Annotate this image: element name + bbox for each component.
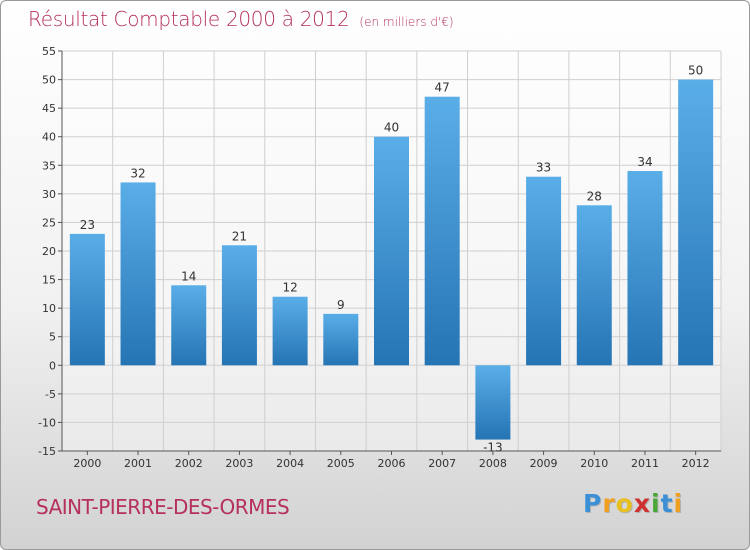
value-label-2002: 14 <box>181 269 196 283</box>
value-label-2007: 47 <box>435 81 450 95</box>
y-tick-label: -5 <box>45 388 56 401</box>
x-tick-label-2006: 2006 <box>378 457 406 470</box>
x-tick-label-2007: 2007 <box>428 457 456 470</box>
x-tick-label-2010: 2010 <box>580 457 608 470</box>
x-tick-label-2003: 2003 <box>225 457 253 470</box>
bar-2005 <box>323 313 359 366</box>
bar-2010 <box>576 205 612 366</box>
bar-2006 <box>374 136 409 366</box>
bar-2011 <box>627 171 663 366</box>
y-tick-label: 0 <box>49 359 56 372</box>
y-tick-label: 15 <box>42 274 56 287</box>
bar-2003 <box>221 245 257 366</box>
value-label-2004: 12 <box>282 281 297 295</box>
proxiti-logo: Proxiti <box>583 489 683 518</box>
logo-letter: P <box>583 489 603 518</box>
chart-title: Résultat Comptable 2000 à 2012 (en millie… <box>28 7 454 31</box>
bar-2008 <box>475 365 511 440</box>
x-tick-label-2005: 2005 <box>327 457 355 470</box>
y-tick-label: -15 <box>38 445 56 458</box>
bar-2012 <box>678 79 714 366</box>
logo-letter: r <box>602 489 616 518</box>
value-label-2012: 50 <box>688 64 703 78</box>
logo-letter: i <box>673 489 684 518</box>
y-tick-label: 40 <box>42 131 56 144</box>
value-label-2000: 23 <box>80 218 95 232</box>
value-label-2009: 33 <box>536 161 551 175</box>
x-tick-label-2011: 2011 <box>631 457 659 470</box>
y-tick-label: 45 <box>42 102 56 115</box>
y-tick-label: 5 <box>49 331 56 344</box>
bar-2001 <box>120 182 156 366</box>
y-tick-label: 55 <box>42 45 56 58</box>
y-tick-label: 35 <box>42 159 56 172</box>
y-tick-label: 25 <box>42 216 56 229</box>
y-tick-label: -10 <box>38 416 56 429</box>
x-tick-label-2002: 2002 <box>175 457 203 470</box>
logo-letter: i <box>651 489 661 518</box>
value-label-2010: 28 <box>587 189 602 203</box>
value-label-2001: 32 <box>130 166 145 180</box>
y-tick-label: 10 <box>42 302 56 315</box>
bar-2000 <box>69 233 105 366</box>
value-label-2008: -13 <box>483 441 503 455</box>
logo-letter: o <box>615 489 634 518</box>
y-tick-label: 30 <box>42 188 56 201</box>
bar-2009 <box>526 176 562 366</box>
commune-name: SAINT-PIERRE-DES-ORMES <box>36 495 290 519</box>
chart-subtitle: (en milliers d'€) <box>359 15 454 29</box>
value-label-2003: 21 <box>232 229 247 243</box>
bar-2002 <box>171 285 207 366</box>
chart-title-main: Résultat Comptable 2000 à 2012 <box>28 7 350 31</box>
x-tick-label-2009: 2009 <box>530 457 558 470</box>
bar-2007 <box>424 96 460 366</box>
x-tick-label-2001: 2001 <box>124 457 152 470</box>
value-label-2005: 9 <box>337 298 345 312</box>
y-tick-label: 50 <box>42 74 56 87</box>
value-label-2011: 34 <box>637 155 652 169</box>
logo-letter: t <box>660 489 674 518</box>
x-tick-label-2004: 2004 <box>276 457 304 470</box>
value-label-2006: 40 <box>384 121 399 135</box>
y-tick-label: 20 <box>42 245 56 258</box>
x-tick-label-2000: 2000 <box>73 457 101 470</box>
x-tick-label-2008: 2008 <box>479 457 507 470</box>
x-tick-label-2012: 2012 <box>682 457 710 470</box>
logo-letter: x <box>633 489 651 518</box>
bar-2004 <box>272 296 308 366</box>
